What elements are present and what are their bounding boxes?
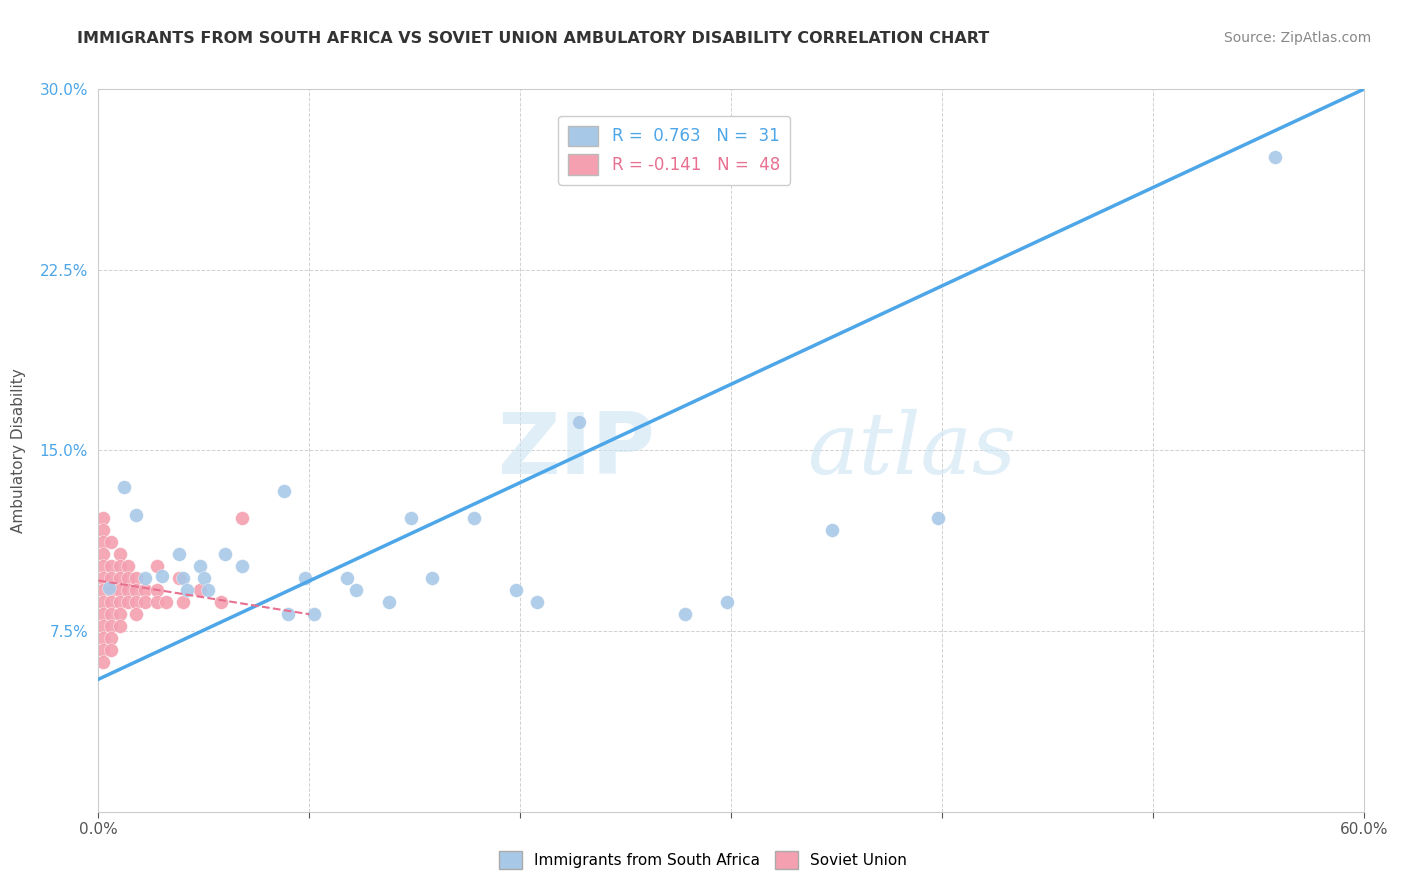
- Text: IMMIGRANTS FROM SOUTH AFRICA VS SOVIET UNION AMBULATORY DISABILITY CORRELATION C: IMMIGRANTS FROM SOUTH AFRICA VS SOVIET U…: [77, 31, 990, 46]
- Point: [155, 595, 177, 609]
- Point: [112, 480, 135, 494]
- Legend: R =  0.763   N =  31, R = -0.141   N =  48: R = 0.763 N = 31, R = -0.141 N = 48: [558, 116, 790, 185]
- Point: [420, 571, 443, 585]
- Point: [125, 571, 148, 585]
- Point: [98, 581, 121, 595]
- Point: [100, 607, 122, 622]
- Point: [927, 511, 949, 525]
- Point: [117, 583, 139, 598]
- Point: [673, 607, 696, 622]
- Point: [91, 523, 114, 537]
- Point: [399, 511, 422, 525]
- Point: [146, 595, 169, 609]
- Point: [167, 571, 190, 585]
- Point: [100, 571, 122, 585]
- Point: [172, 595, 194, 609]
- Point: [134, 595, 156, 609]
- Point: [91, 619, 114, 633]
- Point: [100, 583, 122, 598]
- Point: [134, 571, 156, 585]
- Point: [117, 595, 139, 609]
- Point: [197, 583, 219, 598]
- Point: [336, 571, 359, 585]
- Point: [91, 511, 114, 525]
- Point: [108, 583, 131, 598]
- Point: [167, 547, 190, 561]
- Point: [91, 583, 114, 598]
- Point: [100, 643, 122, 657]
- Point: [214, 547, 236, 561]
- Point: [209, 595, 232, 609]
- Point: [125, 595, 148, 609]
- Point: [176, 583, 198, 598]
- Point: [125, 508, 148, 523]
- Point: [526, 595, 548, 609]
- Point: [294, 571, 316, 585]
- Point: [108, 595, 131, 609]
- Point: [91, 632, 114, 646]
- Text: atlas: atlas: [807, 409, 1017, 491]
- Point: [91, 643, 114, 657]
- Point: [108, 619, 131, 633]
- Point: [231, 559, 253, 574]
- Point: [150, 568, 173, 582]
- Point: [277, 607, 299, 622]
- Point: [108, 559, 131, 574]
- Point: [100, 595, 122, 609]
- Point: [463, 511, 485, 525]
- Point: [146, 559, 169, 574]
- Point: [117, 559, 139, 574]
- Point: [344, 583, 367, 598]
- Point: [91, 607, 114, 622]
- Point: [193, 571, 215, 585]
- Point: [100, 559, 122, 574]
- Point: [231, 511, 253, 525]
- Point: [108, 571, 131, 585]
- Point: [117, 571, 139, 585]
- Point: [91, 547, 114, 561]
- Point: [91, 535, 114, 549]
- Point: [568, 415, 591, 429]
- Point: [91, 656, 114, 670]
- Y-axis label: Ambulatory Disability: Ambulatory Disability: [11, 368, 25, 533]
- Point: [273, 484, 295, 499]
- Point: [100, 632, 122, 646]
- Point: [125, 583, 148, 598]
- Point: [302, 607, 325, 622]
- Point: [1264, 150, 1286, 164]
- Point: [134, 583, 156, 598]
- Point: [146, 583, 169, 598]
- Point: [91, 595, 114, 609]
- Point: [125, 607, 148, 622]
- Point: [91, 559, 114, 574]
- Point: [378, 595, 401, 609]
- Point: [100, 535, 122, 549]
- Point: [188, 559, 211, 574]
- Point: [100, 619, 122, 633]
- Point: [108, 607, 131, 622]
- Point: [108, 547, 131, 561]
- Point: [821, 523, 844, 537]
- Text: Source: ZipAtlas.com: Source: ZipAtlas.com: [1223, 31, 1371, 45]
- Text: ZIP: ZIP: [498, 409, 655, 492]
- Point: [505, 583, 527, 598]
- Point: [716, 595, 738, 609]
- Point: [91, 571, 114, 585]
- Legend: Immigrants from South Africa, Soviet Union: Immigrants from South Africa, Soviet Uni…: [492, 845, 914, 875]
- Point: [172, 571, 194, 585]
- Point: [188, 583, 211, 598]
